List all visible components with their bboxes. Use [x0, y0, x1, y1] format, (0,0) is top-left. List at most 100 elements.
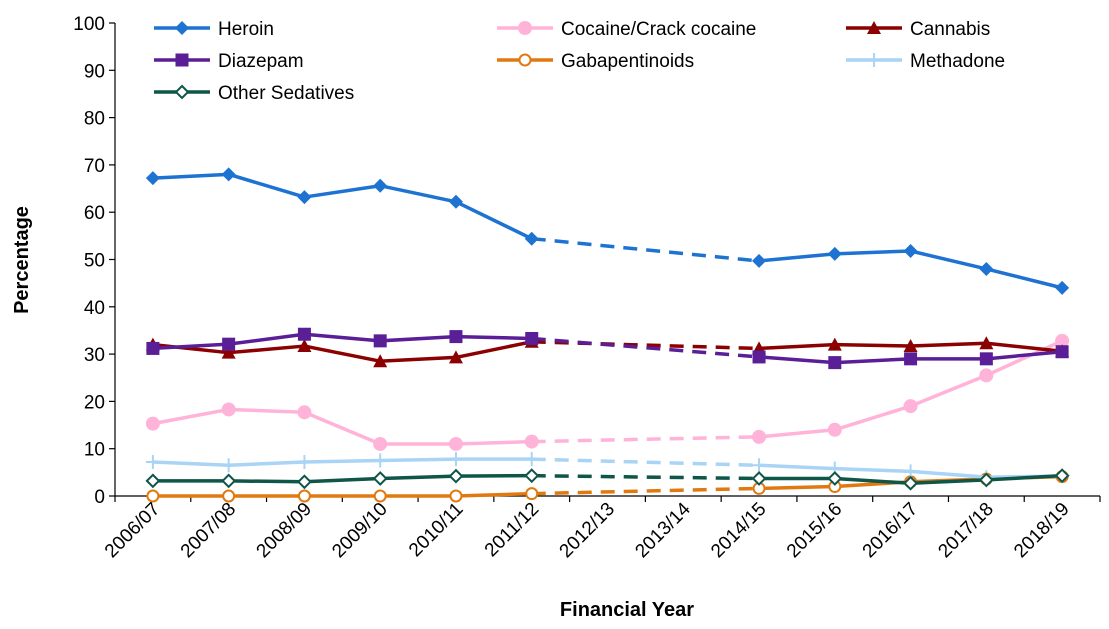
series-line-segment: [835, 406, 911, 430]
data-point: [449, 195, 463, 209]
legend-item-gabapentinoids: Gabapentinoids: [497, 51, 694, 72]
y-tick-label: 30: [84, 345, 105, 366]
data-point: [147, 491, 158, 502]
y-tick-label: 70: [84, 156, 105, 177]
series-line-segment: [229, 409, 305, 412]
data-point: [828, 247, 842, 261]
y-tick-label: 40: [84, 298, 105, 319]
data-point: [147, 475, 159, 487]
series-cannabis: [146, 335, 1069, 367]
data-point: [1055, 281, 1069, 295]
series-line-segment: [380, 337, 456, 341]
data-point: [297, 405, 311, 419]
series-line-segment: [304, 346, 380, 361]
series-line-dashed-segment: [532, 239, 759, 261]
series-line-segment: [153, 462, 229, 465]
data-point: [1056, 345, 1069, 358]
series-line-segment: [229, 462, 305, 465]
y-tick-label: 100: [73, 14, 105, 35]
series-line-segment: [153, 174, 229, 178]
data-point: [373, 437, 387, 451]
x-axis-title: Financial Year: [560, 599, 694, 621]
x-tick-label: 2007/08: [177, 499, 240, 562]
x-tick-label: 2010/11: [405, 499, 467, 561]
legend-label: Other Sedatives: [218, 83, 354, 104]
data-point: [904, 244, 918, 258]
data-point: [298, 328, 311, 341]
legend-marker: [518, 21, 532, 35]
legend-label: Cocaine/Crack cocaine: [561, 19, 756, 40]
series-line-dashed-segment: [532, 476, 759, 479]
data-point: [222, 458, 236, 472]
x-tick-label: 2014/15: [707, 499, 770, 562]
series-line-segment: [911, 471, 987, 477]
legend-label: Methadone: [910, 51, 1005, 72]
series-line-segment: [456, 342, 532, 358]
y-tick-label: 60: [84, 203, 105, 224]
series-line-segment: [911, 251, 987, 269]
x-tick-label: 2013/14: [631, 498, 695, 562]
data-point: [526, 470, 538, 482]
data-point: [223, 475, 235, 487]
data-point: [373, 179, 387, 193]
data-point: [828, 423, 842, 437]
x-tick-label: 2009/10: [328, 499, 391, 562]
legend-item-cannabis: Cannabis: [846, 19, 990, 40]
data-point: [222, 167, 236, 181]
series-line-segment: [229, 174, 305, 197]
series-line-segment: [456, 202, 532, 239]
series-line-segment: [986, 269, 1062, 288]
data-point: [297, 455, 311, 469]
x-tick-label: 2017/18: [934, 499, 997, 562]
series-line-dashed-segment: [532, 437, 759, 442]
data-point: [753, 350, 766, 363]
series-line-segment: [380, 459, 456, 460]
series-line-segment: [380, 186, 456, 202]
series-line-segment: [835, 359, 911, 363]
series-lines: [146, 167, 1069, 501]
x-tick-label: 2016/17: [859, 499, 922, 562]
legend-label: Cannabis: [910, 19, 990, 40]
data-point: [450, 491, 461, 502]
legend-marker: [176, 86, 188, 98]
data-point: [146, 417, 160, 431]
series-line-dashed-segment: [532, 488, 759, 493]
series-line-segment: [229, 334, 305, 344]
x-tick-label: 2008/09: [253, 499, 316, 562]
data-point: [222, 402, 236, 416]
series-line-segment: [229, 346, 305, 353]
data-point: [449, 452, 463, 466]
data-point: [525, 232, 539, 246]
series-line-segment: [835, 345, 911, 346]
data-point: [449, 437, 463, 451]
series-line-segment: [456, 442, 532, 444]
data-point: [525, 332, 538, 345]
series-line-segment: [456, 337, 532, 339]
data-point: [297, 190, 311, 204]
series-line-segment: [304, 412, 380, 444]
series-line-segment: [835, 251, 911, 254]
data-point: [979, 368, 993, 382]
x-tick-label: 2012/13: [556, 499, 619, 562]
data-point: [374, 472, 386, 484]
series-line-segment: [835, 469, 911, 472]
data-point: [904, 352, 917, 365]
series-line-segment: [304, 461, 380, 462]
legend-item-other-sedatives: Other Sedatives: [154, 83, 354, 104]
series-line-segment: [759, 254, 835, 261]
y-tick-label: 50: [84, 251, 105, 272]
data-point: [373, 454, 387, 468]
series-line-segment: [304, 334, 380, 341]
data-point: [299, 491, 310, 502]
series-line-segment: [304, 186, 380, 197]
data-point: [828, 356, 841, 369]
data-point: [752, 458, 766, 472]
data-point: [753, 472, 765, 484]
data-point: [450, 470, 462, 482]
series-line-segment: [759, 487, 835, 489]
y-tick-label: 90: [84, 61, 105, 82]
series-line-segment: [456, 494, 532, 496]
